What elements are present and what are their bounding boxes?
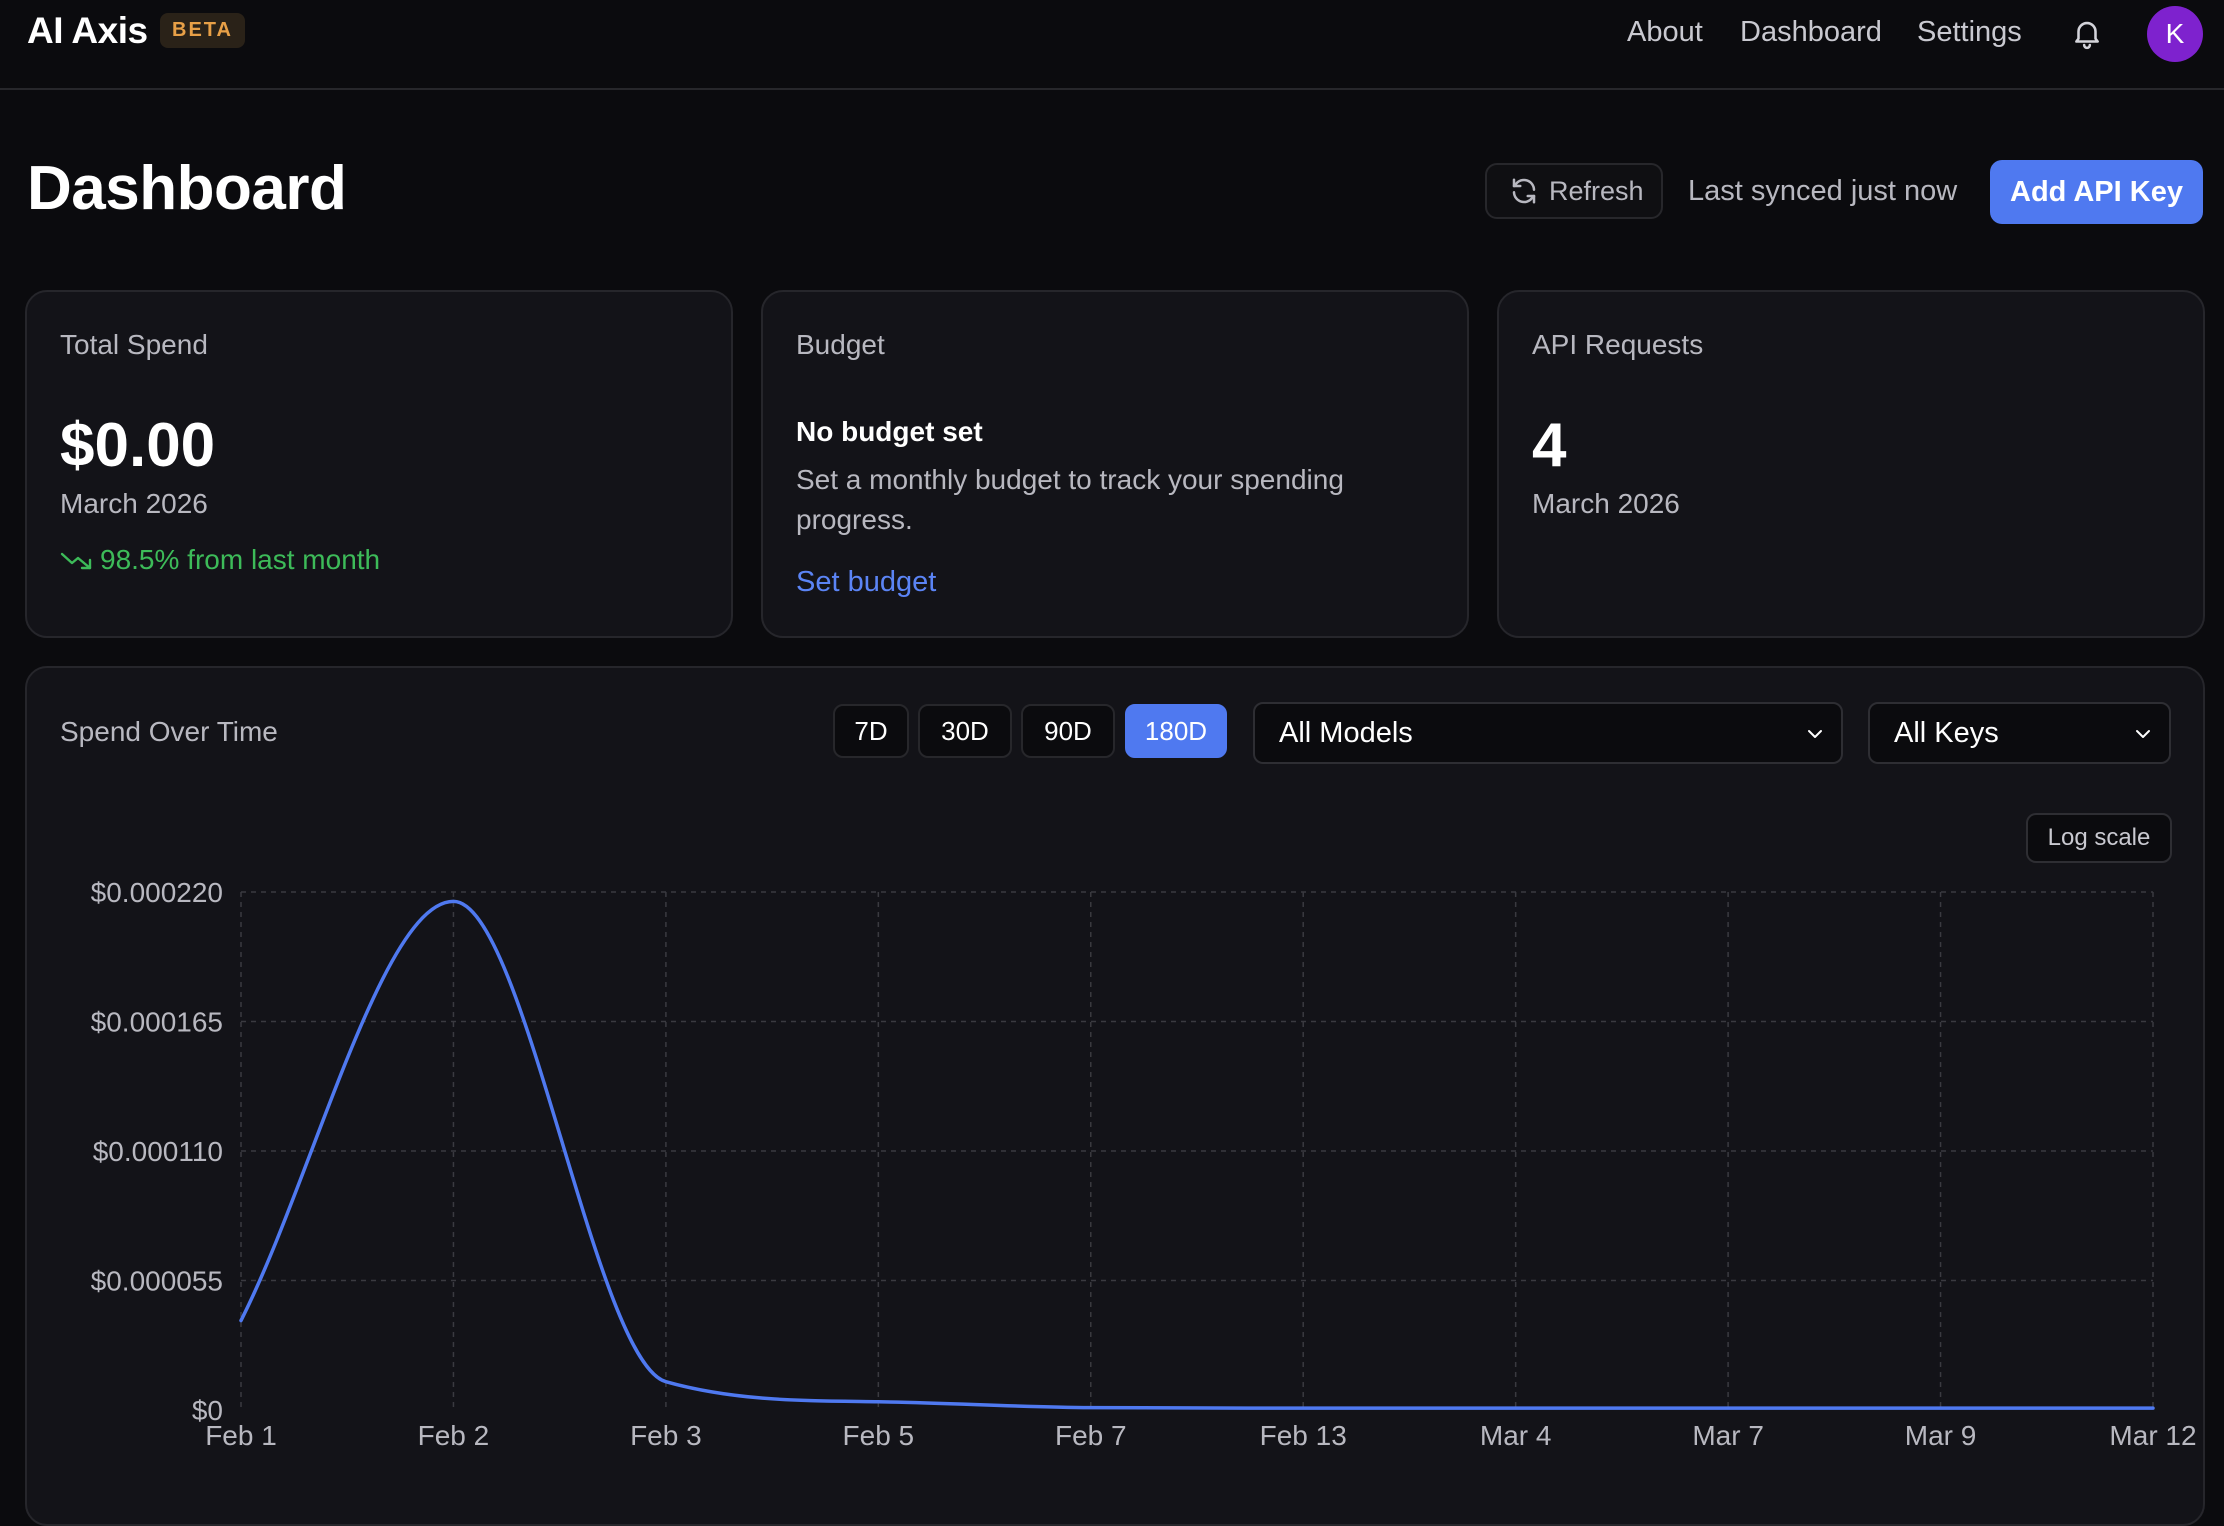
trend-text: 98.5% from last month bbox=[100, 544, 381, 575]
key-select[interactable]: All Keys bbox=[1868, 702, 2171, 764]
y-tick-label: $0 bbox=[192, 1395, 223, 1426]
range-button-30d[interactable]: 30D bbox=[918, 704, 1012, 758]
chevron-down-icon bbox=[2136, 730, 2150, 738]
requests-period: March 2026 bbox=[1532, 488, 1680, 519]
x-tick-label: Mar 4 bbox=[1480, 1420, 1552, 1451]
card-label: Total Spend bbox=[60, 329, 208, 360]
x-tick-label: Mar 7 bbox=[1692, 1420, 1764, 1451]
bell-icon[interactable] bbox=[2070, 16, 2104, 50]
refresh-button[interactable]: Refresh bbox=[1485, 163, 1663, 219]
avatar-initial: K bbox=[2165, 18, 2185, 49]
chart-title: Spend Over Time bbox=[60, 716, 278, 747]
y-tick-label: $0.000220 bbox=[91, 877, 223, 908]
x-tick-label: Mar 12 bbox=[2109, 1420, 2196, 1451]
x-tick-label: Feb 13 bbox=[1260, 1420, 1347, 1451]
nav-link-dashboard[interactable]: Dashboard bbox=[1740, 16, 1882, 48]
avatar[interactable]: K bbox=[2147, 6, 2203, 62]
y-axis: $0 $0.000055 $0.000110 $0.000165 $0.000220 bbox=[91, 877, 223, 1426]
brand-logo[interactable]: AI Axis bbox=[27, 10, 148, 51]
nav-link-about[interactable]: About bbox=[1627, 16, 1703, 48]
api-requests-value: 4 bbox=[1532, 411, 1567, 480]
spend-trend: 98.5% from last month bbox=[60, 544, 380, 576]
beta-badge: BETA bbox=[160, 13, 245, 48]
page-title: Dashboard bbox=[27, 154, 347, 223]
x-tick-label: Feb 7 bbox=[1055, 1420, 1127, 1451]
total-spend-card: Total Spend $0.00 March 2026 98.5% from … bbox=[25, 290, 733, 638]
x-tick-label: Mar 9 bbox=[1905, 1420, 1977, 1451]
spend-over-time-panel: Spend Over Time 7D 30D 90D 180D All Mode… bbox=[25, 666, 2205, 1526]
chart-grid bbox=[240, 891, 2154, 1410]
range-button-180d[interactable]: 180D bbox=[1125, 704, 1227, 758]
set-budget-link[interactable]: Set budget bbox=[796, 566, 937, 598]
card-label: API Requests bbox=[1532, 329, 1704, 360]
x-tick-label: Feb 3 bbox=[630, 1420, 702, 1451]
y-tick-label: $0.000055 bbox=[91, 1266, 223, 1297]
budget-description: Set a monthly budget to track your spend… bbox=[796, 464, 1344, 535]
model-select[interactable]: All Models bbox=[1253, 702, 1843, 764]
spend-series-line bbox=[239, 899, 2155, 1410]
refresh-icon bbox=[1512, 178, 1536, 204]
budget-card: Budget No budget set Set a monthly budge… bbox=[761, 290, 1469, 638]
x-tick-label: Feb 2 bbox=[418, 1420, 490, 1451]
refresh-label: Refresh bbox=[1549, 175, 1644, 206]
x-axis: Feb 1 Feb 2 Feb 3 Feb 5 Feb 7 Feb 13 Mar 4 Mar … bbox=[205, 1420, 2196, 1451]
log-scale-toggle[interactable]: Log scale bbox=[2026, 813, 2172, 863]
y-tick-label: $0.000165 bbox=[91, 1007, 223, 1038]
last-synced-text: Last synced just now bbox=[1688, 175, 1958, 207]
trending-down-icon bbox=[60, 552, 92, 570]
total-spend-value: $0.00 bbox=[60, 411, 216, 480]
spend-line-chart: $0 $0.000055 $0.000110 $0.000165 $0.000220 F… bbox=[91, 877, 2197, 1451]
budget-status: No budget set bbox=[796, 416, 983, 447]
model-select-value: All Models bbox=[1279, 716, 1413, 749]
api-requests-card: API Requests 4 March 2026 bbox=[1497, 290, 2205, 638]
x-tick-label: Feb 5 bbox=[843, 1420, 915, 1451]
chevron-down-icon bbox=[1808, 730, 1822, 738]
spend-period: March 2026 bbox=[60, 488, 208, 519]
range-button-90d[interactable]: 90D bbox=[1021, 704, 1115, 758]
top-navbar: AI Axis BETA About Dashboard Settings K bbox=[0, 0, 2224, 90]
nav-link-settings[interactable]: Settings bbox=[1917, 16, 2022, 48]
x-tick-label: Feb 1 bbox=[205, 1420, 277, 1451]
range-button-7d[interactable]: 7D bbox=[833, 704, 909, 758]
card-label: Budget bbox=[796, 329, 885, 360]
chart-series bbox=[239, 899, 2155, 1410]
y-tick-label: $0.000110 bbox=[93, 1136, 223, 1167]
key-select-value: All Keys bbox=[1894, 716, 1999, 749]
add-api-key-button[interactable]: Add API Key bbox=[1990, 160, 2203, 224]
